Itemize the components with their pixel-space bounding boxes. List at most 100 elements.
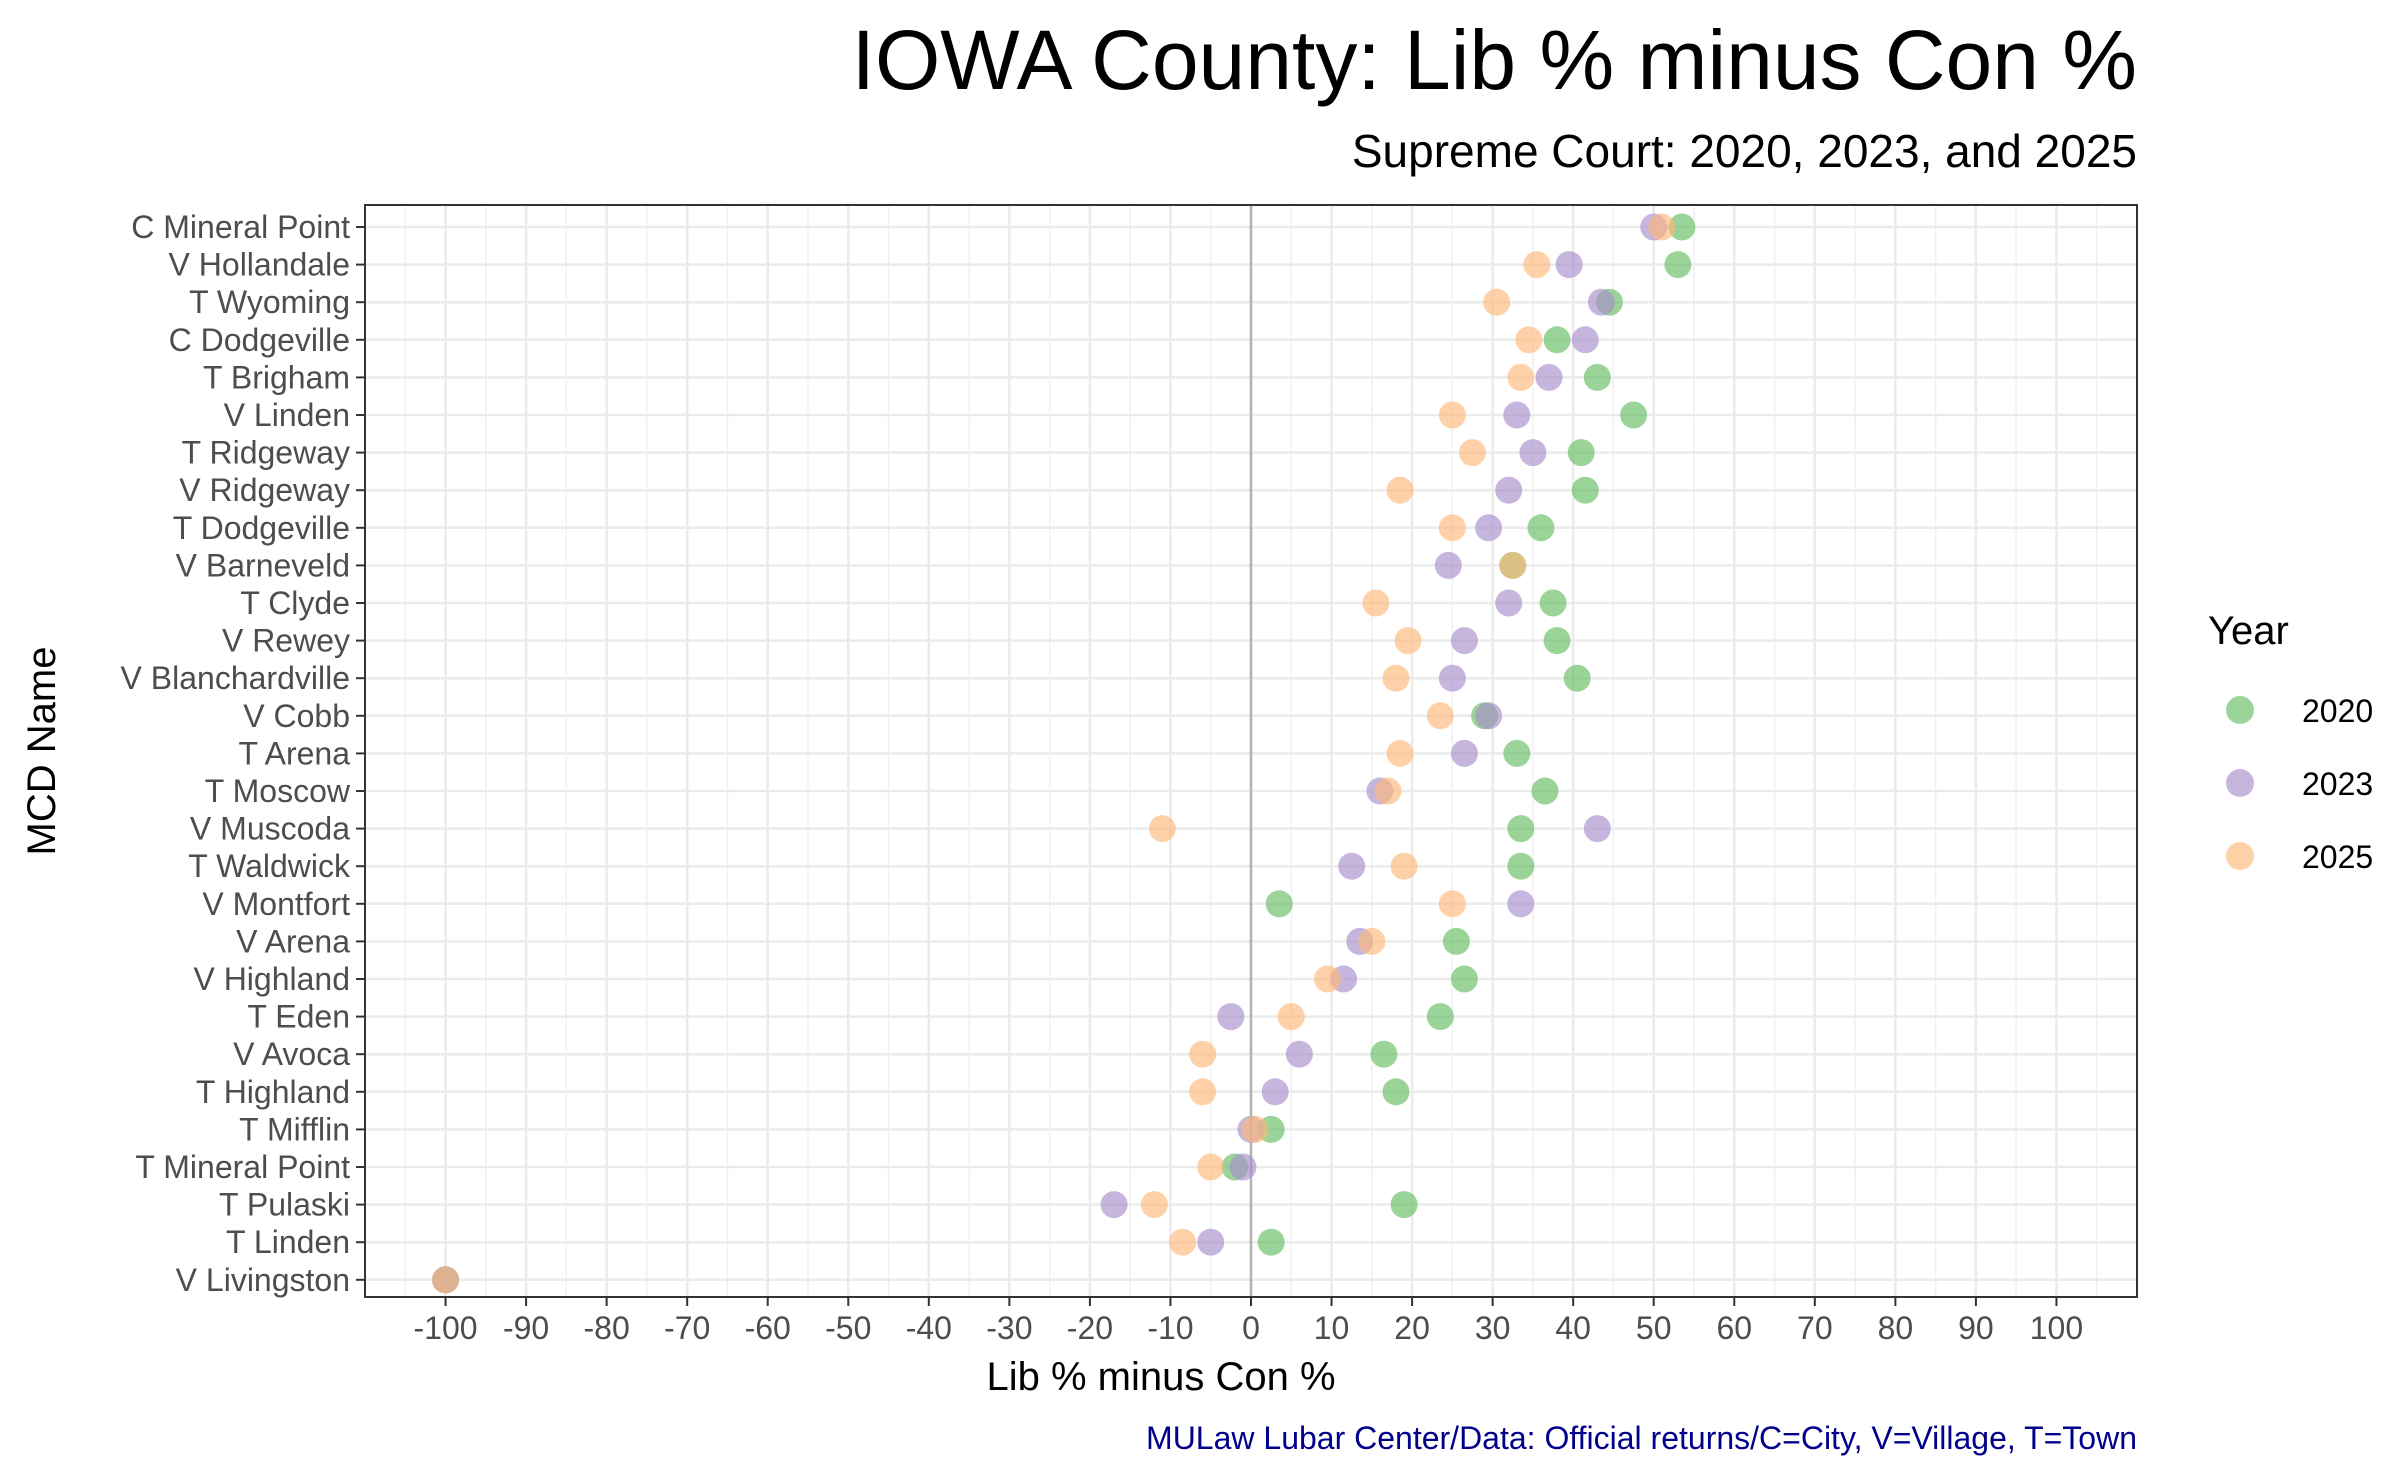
y-tick-label: T Brigham [203,359,350,395]
point-2023 [1285,1040,1313,1068]
point-2020 [1370,1040,1398,1068]
point-2025 [1438,401,1466,429]
point-2020 [1507,815,1535,843]
point-2025 [1386,476,1414,504]
x-tick-label: 0 [1242,1310,1260,1346]
y-tick-label: T Clyde [240,585,350,621]
point-2023 [1503,401,1531,429]
x-tick-label: -80 [584,1310,630,1346]
y-tick-label: V Linden [224,397,350,433]
y-tick-label: V Montfort [202,886,350,922]
source-caption: MULaw Lubar Center/Data: Official return… [1146,1420,2137,1456]
point-2023 [1261,1078,1289,1106]
x-tick-label: 80 [1878,1310,1914,1346]
point-2023 [1438,664,1466,692]
point-2023 [1450,627,1478,655]
point-2023 [1475,702,1503,730]
point-2020 [1531,777,1559,805]
y-tick-label: T Dodgeville [173,510,350,546]
point-2020 [1265,890,1293,918]
x-tick-label: 90 [1958,1310,1994,1346]
chart-title: IOWA County: Lib % minus Con % [851,13,2137,107]
point-2023 [1583,815,1611,843]
point-2020 [1567,439,1595,467]
legend-key-2025 [2226,842,2254,870]
point-2020 [1257,1228,1285,1256]
y-tick-label: V Barneveld [176,547,350,583]
legend-label: 2020 [2302,693,2373,729]
chart-subtitle: Supreme Court: 2020, 2023, and 2025 [1351,125,2137,177]
point-2025 [1394,627,1422,655]
x-axis-ticks: -100 -90 -80 -70 -60 -50 -40 -30 -20 -10 0 10 20 30 40… [414,1297,2083,1346]
y-tick-label: T Pulaski [219,1187,350,1223]
point-2025 [1148,815,1176,843]
point-2020 [1543,326,1571,354]
point-2020 [1668,213,1696,241]
point-2023 [1229,1153,1257,1181]
point-2020 [1507,852,1535,880]
point-2025 [1382,664,1410,692]
x-tick-label: -40 [906,1310,952,1346]
point-2025 [1390,852,1418,880]
y-tick-label: T Wyoming [189,284,350,320]
point-2025 [1189,1040,1217,1068]
x-tick-label: -10 [1147,1310,1193,1346]
y-tick-label: T Ridgeway [182,435,350,471]
x-tick-label: 10 [1314,1310,1350,1346]
x-tick-label: -30 [986,1310,1032,1346]
point-2023 [1475,514,1503,542]
point-2025 [1277,1003,1305,1031]
y-tick-label: V Arena [236,923,350,959]
y-tick-label: V Cobb [243,698,350,734]
legend-title: Year [2208,609,2289,653]
y-tick-label: V Livingston [176,1262,350,1298]
point-2023 [1338,852,1366,880]
point-2023 [1587,288,1615,316]
x-tick-label: -60 [745,1310,791,1346]
y-axis-title: MCD Name [20,647,64,856]
point-2020 [1543,627,1571,655]
legend-key-2020 [2226,696,2254,724]
y-tick-label: V Muscoda [190,811,350,847]
point-2025 [1374,777,1402,805]
point-2020 [1664,251,1692,279]
point-2025 [1362,589,1390,617]
point-2025 [1483,288,1511,316]
point-2025 [1314,965,1342,993]
point-2023 [1450,739,1478,767]
point-2025 [432,1266,460,1294]
point-2020 [1382,1078,1410,1106]
legend: Year 2020 2023 2025 [2208,609,2373,875]
point-2025 [1438,514,1466,542]
y-tick-label: T Eden [247,999,350,1035]
y-tick-label: T Highland [196,1074,350,1110]
y-tick-label: V Highland [193,961,350,997]
point-2020 [1503,739,1531,767]
x-tick-label: -100 [414,1310,478,1346]
point-2020 [1571,476,1599,504]
point-2025 [1438,890,1466,918]
x-tick-label: 40 [1555,1310,1591,1346]
point-2023 [1434,551,1462,579]
point-2020 [1390,1191,1418,1219]
y-tick-label: T Mifflin [239,1111,350,1147]
point-2025 [1648,213,1676,241]
point-2025 [1386,739,1414,767]
data-points [432,213,1696,1294]
point-2025 [1523,251,1551,279]
point-2023 [1571,326,1599,354]
x-tick-label: 30 [1475,1310,1511,1346]
legend-label: 2023 [2302,766,2373,802]
point-2023 [1217,1003,1245,1031]
y-tick-label: C Dodgeville [169,322,350,358]
legend-key-2023 [2226,769,2254,797]
x-tick-label: -50 [825,1310,871,1346]
point-2023 [1100,1191,1128,1219]
x-tick-label: 100 [2030,1310,2083,1346]
x-tick-label: -90 [503,1310,549,1346]
point-2025 [1515,326,1543,354]
x-tick-label: -20 [1067,1310,1113,1346]
point-2023 [1197,1228,1225,1256]
